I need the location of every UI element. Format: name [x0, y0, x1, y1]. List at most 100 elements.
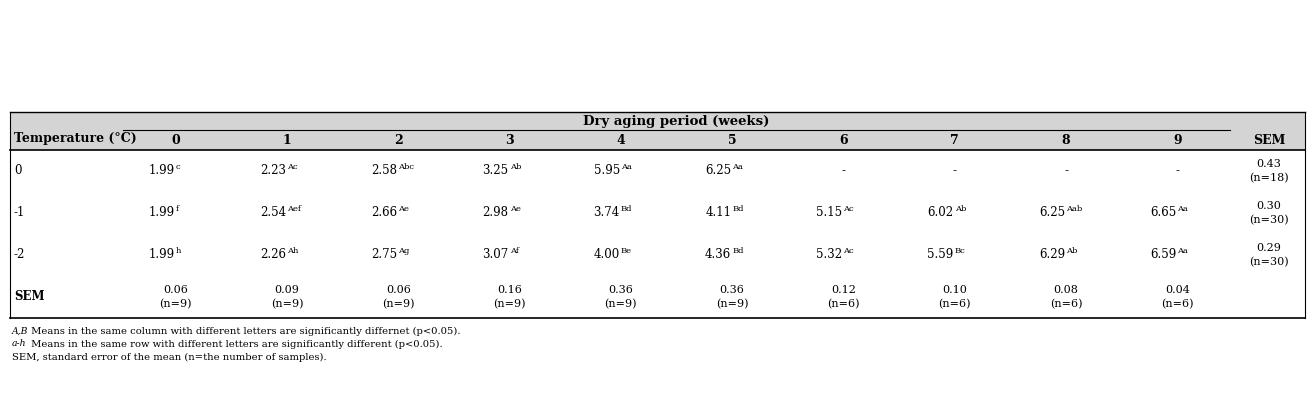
Text: 3: 3 [505, 133, 514, 146]
Text: Aa: Aa [1177, 247, 1189, 255]
Text: h: h [176, 247, 181, 255]
Text: (n=6): (n=6) [1049, 299, 1082, 309]
Text: Ae: Ae [398, 205, 409, 213]
Text: (n=9): (n=9) [381, 299, 414, 309]
Text: 4.11: 4.11 [705, 206, 731, 220]
Bar [11, 112, 1304, 150]
Text: -: - [1064, 164, 1068, 177]
Text: Ac: Ac [843, 205, 853, 213]
Text: -: - [953, 164, 957, 177]
Text: 4.00: 4.00 [593, 249, 619, 262]
Text: (n=6): (n=6) [827, 299, 860, 309]
Text: 2.75: 2.75 [371, 249, 397, 262]
Text: Bd: Bd [732, 247, 744, 255]
Text: Bd: Bd [732, 205, 744, 213]
Text: 2: 2 [394, 133, 402, 146]
Text: 5: 5 [727, 133, 736, 146]
Text: 8: 8 [1061, 133, 1070, 146]
Text: 6.25: 6.25 [705, 164, 731, 177]
Text: c: c [176, 163, 180, 171]
Text: 6.29: 6.29 [1039, 249, 1065, 262]
Text: 2.26: 2.26 [260, 249, 285, 262]
Text: Aa: Aa [621, 163, 631, 171]
Text: Be: Be [621, 247, 631, 255]
Text: 0.43: 0.43 [1257, 159, 1281, 169]
Text: -1: -1 [14, 206, 25, 220]
Text: 1.99: 1.99 [149, 164, 175, 177]
Text: (n=30): (n=30) [1249, 215, 1289, 225]
Text: Bc: Bc [955, 247, 965, 255]
Text: 0.04: 0.04 [1165, 285, 1190, 295]
Text: Aa: Aa [732, 163, 743, 171]
Text: Temperature (°C): Temperature (°C) [14, 132, 137, 145]
Text: (n=6): (n=6) [939, 299, 970, 309]
Text: (n=9): (n=9) [159, 299, 192, 309]
Text: 2.58: 2.58 [371, 164, 397, 177]
Text: Ae: Ae [509, 205, 521, 213]
Text: (n=9): (n=9) [271, 299, 304, 309]
Text: SEM: SEM [1253, 133, 1285, 146]
Text: (n=9): (n=9) [605, 299, 636, 309]
Text: Ah: Ah [287, 247, 299, 255]
Text: -2: -2 [14, 249, 25, 262]
Text: Bd: Bd [621, 205, 633, 213]
Text: (n=30): (n=30) [1249, 257, 1289, 267]
Text: Ab: Ab [1066, 247, 1077, 255]
Text: 1: 1 [283, 133, 292, 146]
Text: 9: 9 [1173, 133, 1182, 146]
Text: 0.08: 0.08 [1053, 285, 1078, 295]
Text: Ac: Ac [843, 247, 853, 255]
Text: (n=9): (n=9) [715, 299, 748, 309]
Text: 5.15: 5.15 [817, 206, 843, 220]
Text: Ab: Ab [509, 163, 521, 171]
Text: 0.06: 0.06 [385, 285, 410, 295]
Text: Aa: Aa [1177, 205, 1189, 213]
Text: a-h: a-h [12, 339, 26, 349]
Text: SEM: SEM [14, 291, 45, 303]
Text: 3.74: 3.74 [593, 206, 619, 220]
Text: 2.98: 2.98 [483, 206, 509, 220]
Text: 3.25: 3.25 [483, 164, 509, 177]
Text: 0.29: 0.29 [1257, 243, 1281, 253]
Text: Ac: Ac [287, 163, 297, 171]
Text: 6.02: 6.02 [927, 206, 953, 220]
Text: 2.23: 2.23 [260, 164, 285, 177]
Text: 0.36: 0.36 [609, 285, 634, 295]
Text: 2.54: 2.54 [260, 206, 285, 220]
Text: 0.36: 0.36 [719, 285, 744, 295]
Text: 5.95: 5.95 [593, 164, 619, 177]
Text: 0.09: 0.09 [275, 285, 300, 295]
Text: Ab: Ab [955, 205, 967, 213]
Text: 3.07: 3.07 [483, 249, 509, 262]
Text: 4: 4 [617, 133, 625, 146]
Text: -: - [842, 164, 846, 177]
Text: 0.30: 0.30 [1257, 201, 1281, 211]
Text: Aef: Aef [287, 205, 301, 213]
Text: 1.99: 1.99 [149, 249, 175, 262]
Text: Means in the same column with different letters are significantly differnet (p<0: Means in the same column with different … [28, 326, 460, 335]
Text: 0: 0 [171, 133, 180, 146]
Text: 0.16: 0.16 [497, 285, 522, 295]
Text: 6: 6 [839, 133, 848, 146]
Text: 4.36: 4.36 [705, 249, 731, 262]
Text: Abc: Abc [398, 163, 414, 171]
Text: SEM, standard error of the mean (n=the number of samples).: SEM, standard error of the mean (n=the n… [12, 353, 326, 362]
Text: f: f [176, 205, 179, 213]
Text: (n=9): (n=9) [493, 299, 526, 309]
Text: Dry aging period (weeks): Dry aging period (weeks) [584, 114, 769, 127]
Text: Means in the same row with different letters are significantly different (p<0.05: Means in the same row with different let… [28, 339, 443, 349]
Text: 5.32: 5.32 [817, 249, 843, 262]
Text: 5.59: 5.59 [927, 249, 953, 262]
Text: 0.10: 0.10 [943, 285, 968, 295]
Text: 7: 7 [951, 133, 959, 146]
Text: 1.99: 1.99 [149, 206, 175, 220]
Text: (n=18): (n=18) [1249, 173, 1289, 183]
Text: 0.12: 0.12 [831, 285, 856, 295]
Text: Ag: Ag [398, 247, 410, 255]
Text: (n=6): (n=6) [1161, 299, 1194, 309]
Text: Af: Af [509, 247, 518, 255]
Text: 0.06: 0.06 [163, 285, 188, 295]
Text: -: - [1176, 164, 1180, 177]
Text: 0: 0 [14, 164, 21, 177]
Text: 2.66: 2.66 [371, 206, 397, 220]
